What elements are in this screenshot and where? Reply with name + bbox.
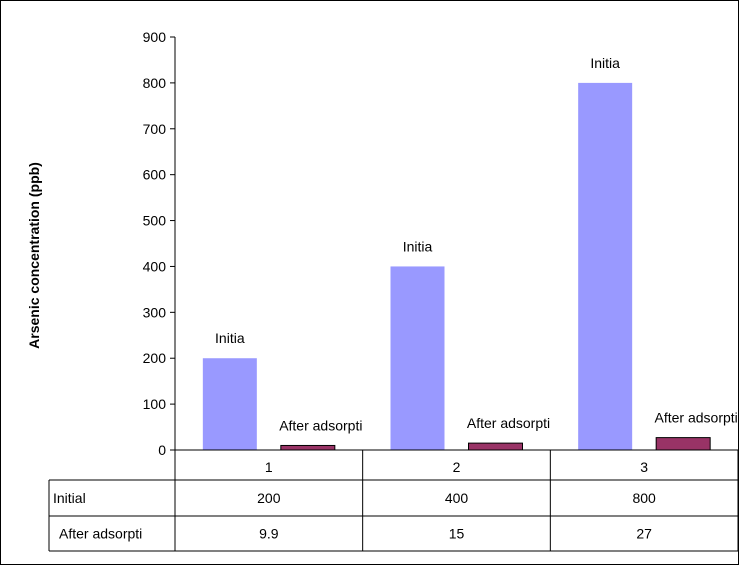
y-tick-label: 400 — [143, 258, 167, 274]
y-tick-label: 800 — [143, 75, 167, 91]
y-tick-label: 600 — [143, 167, 167, 183]
table-value-cell: 15 — [449, 526, 465, 542]
bars-layer — [202, 82, 711, 451]
data-label-after-adsorption: After adsorpti — [655, 410, 738, 426]
table-series-label: After adsorpti — [59, 526, 142, 542]
bar-labels-layer: Initia After adsorpti Initia After adsorpti… — [215, 55, 738, 434]
bar-initial — [578, 82, 633, 450]
y-tick-label: 0 — [158, 442, 166, 458]
data-table: 1 2 3 Initial 200 400 800 After adsorpti 9.9 15 27 — [48, 450, 738, 552]
data-label-after-adsorption: After adsorpti — [279, 417, 362, 433]
data-label-after-adsorption: After adsorpti — [467, 415, 550, 431]
x-tick-label: 3 — [640, 459, 648, 475]
y-tick-label: 500 — [143, 213, 167, 229]
axes — [174, 37, 738, 451]
y-tick-label: 100 — [143, 396, 167, 412]
bar-after-adsorption — [655, 437, 711, 451]
data-label-initial: Initia — [403, 238, 433, 254]
table-value-cell: 9.9 — [259, 526, 279, 542]
bar-initial — [202, 358, 257, 450]
bar-after-adsorption — [280, 444, 336, 451]
y-tick-label: 200 — [143, 350, 167, 366]
table-value-cell: 800 — [632, 490, 656, 506]
y-tick-label: 700 — [143, 121, 167, 137]
bar-after-adsorption — [468, 442, 523, 451]
table-value-cell: 27 — [636, 526, 652, 542]
table-value-cell: 400 — [445, 490, 469, 506]
bar-initial — [390, 266, 445, 450]
y-tick-label: 300 — [143, 304, 167, 320]
y-tick-label: 900 — [143, 29, 167, 45]
y-ticks: 0 100 200 300 400 500 600 700 800 900 — [143, 29, 175, 458]
x-tick-label: 2 — [453, 459, 461, 475]
x-tick-label: 1 — [265, 459, 273, 475]
table-series-label: Initial — [53, 490, 86, 506]
table-value-cell: 200 — [257, 490, 281, 506]
data-label-initial: Initia — [215, 330, 245, 346]
y-axis-label: Arsenic concentration (ppb) — [26, 162, 42, 349]
data-label-initial: Initia — [590, 55, 620, 71]
